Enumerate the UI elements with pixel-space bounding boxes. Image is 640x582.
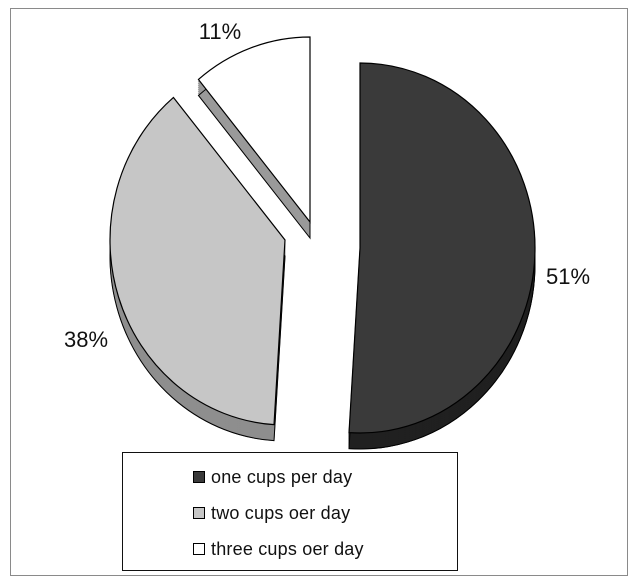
legend-swatch-two-cups [193,507,205,519]
data-label-three-cups: 11% [199,19,241,44]
legend-item-two-cups: two cups oer day [193,495,457,531]
data-label-two-cups: 38% [64,327,108,352]
legend: one cups per day two cups oer day three … [122,452,458,571]
pie-slice-two-cups [109,96,286,426]
pie-slice-one-cup [348,62,536,434]
legend-label-three-cups: three cups oer day [211,538,364,559]
legend-item-one-cup: one cups per day [193,459,457,495]
data-label-one-cup: 51% [546,264,590,289]
legend-item-three-cups: three cups oer day [193,531,457,567]
legend-label-one-cup: one cups per day [211,466,353,487]
pie-slice-three-cups [197,36,311,224]
legend-label-two-cups: two cups oer day [211,502,351,523]
legend-swatch-one-cup [193,471,205,483]
legend-swatch-three-cups [193,543,205,555]
